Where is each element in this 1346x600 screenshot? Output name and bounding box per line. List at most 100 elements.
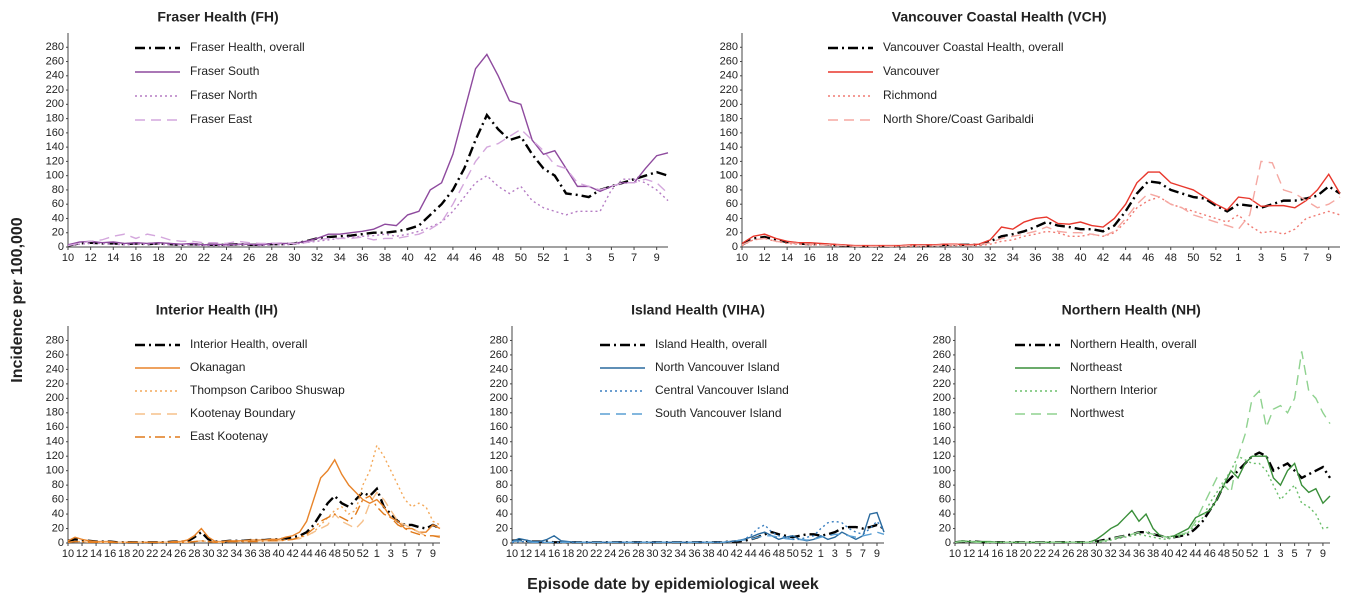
- legend-label: Vancouver: [883, 64, 939, 78]
- panel: Northern Health (NH)02040608010012014016…: [933, 302, 1332, 560]
- legend-label: Fraser North: [190, 88, 257, 102]
- x-tick-label: 22: [871, 252, 883, 264]
- x-tick-label: 38: [379, 252, 391, 264]
- y-tick-label: 100: [490, 465, 508, 477]
- x-axis-label: Episode date by epidemiological week: [527, 576, 819, 593]
- y-tick-label: 0: [58, 537, 64, 549]
- legend-label: Northern Interior: [1070, 383, 1157, 397]
- x-tick-label: 3: [1258, 252, 1264, 264]
- y-tick-label: 60: [496, 494, 508, 506]
- y-tick-label: 180: [46, 113, 64, 125]
- legend-label: North Shore/Coast Garibaldi: [883, 112, 1034, 126]
- x-tick-label: 36: [1133, 548, 1145, 560]
- y-tick-label: 260: [46, 349, 64, 361]
- x-tick-label: 26: [618, 548, 630, 560]
- legend-label: Fraser Health, overall: [190, 40, 305, 54]
- x-tick-label: 52: [357, 548, 369, 560]
- y-tick-label: 40: [52, 508, 64, 520]
- x-tick-label: 52: [801, 548, 813, 560]
- y-tick-label: 280: [490, 334, 508, 346]
- y-tick-label: 280: [933, 334, 951, 346]
- x-tick-label: 12: [520, 548, 532, 560]
- y-tick-label: 60: [52, 494, 64, 506]
- x-tick-label: 14: [107, 252, 119, 264]
- y-tick-label: 180: [933, 407, 951, 419]
- x-tick-label: 22: [590, 548, 602, 560]
- series-line: [954, 351, 1331, 543]
- x-tick-label: 12: [963, 548, 975, 560]
- chart-title: Fraser Health (FH): [157, 9, 278, 25]
- y-tick-label: 240: [46, 70, 64, 82]
- x-tick-label: 50: [787, 548, 799, 560]
- x-tick-label: 30: [962, 252, 974, 264]
- x-tick-label: 32: [1105, 548, 1117, 560]
- x-tick-label: 48: [492, 252, 504, 264]
- x-tick-label: 16: [130, 252, 142, 264]
- x-tick-label: 38: [258, 548, 270, 560]
- series-line: [67, 491, 440, 543]
- series-line: [67, 53, 669, 246]
- x-tick-label: 34: [1007, 252, 1019, 264]
- series-line: [954, 455, 1331, 543]
- x-tick-label: 46: [1142, 252, 1154, 264]
- x-tick-label: 36: [688, 548, 700, 560]
- x-tick-label: 48: [1218, 548, 1230, 560]
- x-tick-label: 32: [660, 548, 672, 560]
- y-tick-label: 20: [939, 522, 951, 534]
- x-tick-label: 12: [758, 252, 770, 264]
- y-tick-label: 80: [52, 479, 64, 491]
- x-tick-label: 34: [230, 548, 242, 560]
- y-tick-label: 80: [496, 479, 508, 491]
- x-tick-label: 9: [1326, 252, 1332, 264]
- x-tick-label: 5: [402, 548, 408, 560]
- series-line: [67, 495, 441, 543]
- chart-title: Island Health (VIHA): [631, 302, 765, 318]
- x-tick-label: 26: [1062, 548, 1074, 560]
- series-line: [741, 196, 1341, 247]
- x-tick-label: 20: [175, 252, 187, 264]
- y-tick-label: 120: [46, 155, 64, 167]
- y-tick-label: 140: [490, 436, 508, 448]
- x-tick-label: 38: [1052, 252, 1064, 264]
- x-tick-label: 10: [736, 252, 748, 264]
- y-tick-label: 220: [490, 378, 508, 390]
- y-tick-label: 240: [720, 70, 738, 82]
- series-line: [741, 160, 1341, 247]
- x-tick-label: 30: [288, 252, 300, 264]
- x-tick-label: 38: [702, 548, 714, 560]
- x-tick-label: 48: [773, 548, 785, 560]
- x-tick-label: 5: [1281, 252, 1287, 264]
- y-tick-label: 160: [933, 421, 951, 433]
- x-tick-label: 1: [1263, 548, 1269, 560]
- y-tick-label: 140: [933, 436, 951, 448]
- x-tick-label: 28: [1076, 548, 1088, 560]
- x-tick-label: 42: [1175, 548, 1187, 560]
- x-tick-label: 10: [949, 548, 961, 560]
- x-tick-label: 12: [76, 548, 88, 560]
- x-tick-label: 28: [632, 548, 644, 560]
- x-tick-label: 44: [301, 548, 313, 560]
- y-tick-label: 200: [46, 392, 64, 404]
- x-tick-label: 40: [716, 548, 728, 560]
- x-tick-label: 26: [916, 252, 928, 264]
- x-tick-label: 1: [563, 252, 569, 264]
- x-tick-label: 5: [1292, 548, 1298, 560]
- x-tick-label: 16: [991, 548, 1003, 560]
- y-tick-label: 0: [945, 537, 951, 549]
- x-tick-label: 5: [846, 548, 852, 560]
- series-line: [67, 128, 669, 247]
- y-tick-label: 220: [46, 378, 64, 390]
- x-tick-label: 18: [1005, 548, 1017, 560]
- y-tick-label: 140: [46, 141, 64, 153]
- x-tick-label: 44: [1119, 252, 1131, 264]
- y-tick-label: 200: [720, 98, 738, 110]
- x-tick-label: 50: [343, 548, 355, 560]
- x-tick-label: 14: [781, 252, 793, 264]
- y-tick-label: 140: [720, 141, 738, 153]
- x-tick-label: 50: [1187, 252, 1199, 264]
- x-tick-label: 28: [188, 548, 200, 560]
- x-tick-label: 22: [146, 548, 158, 560]
- legend-label: Fraser East: [190, 112, 253, 126]
- x-tick-label: 24: [604, 548, 616, 560]
- y-tick-label: 200: [46, 98, 64, 110]
